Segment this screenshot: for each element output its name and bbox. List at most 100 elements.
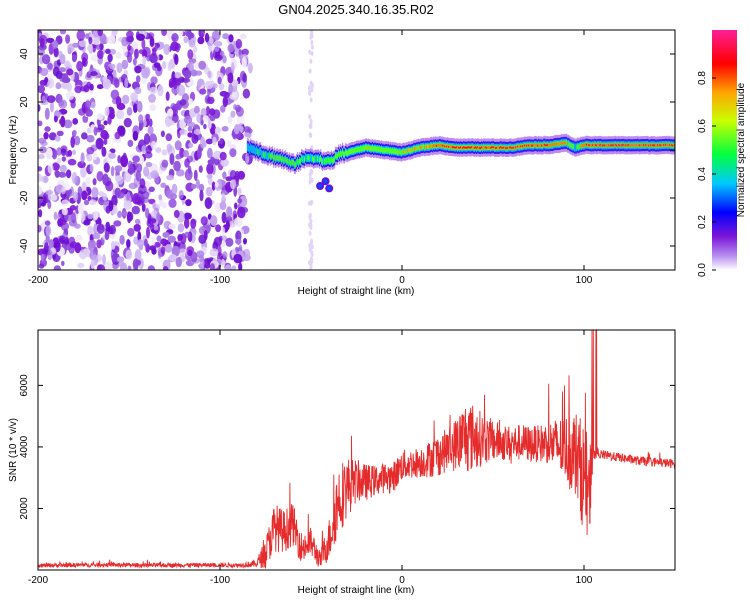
heatmap-ridge-cell xyxy=(267,154,270,159)
heatmap-ridge-cell xyxy=(458,146,460,149)
heatmap-noise-blob xyxy=(193,128,201,135)
heatmap-noise-blob xyxy=(113,220,122,227)
snr-x-label: Height of straight line (km) xyxy=(298,585,415,596)
heatmap-noise-blob xyxy=(103,200,109,206)
heatmap-noise-blob xyxy=(155,147,162,154)
heatmap-ridge-cell xyxy=(516,145,518,149)
heatmap-noise-blob xyxy=(225,237,234,247)
heatmap-ridge-cell xyxy=(310,153,312,162)
heatmap-noise-blob xyxy=(166,143,173,153)
heatmap-noise-blob xyxy=(161,30,167,36)
heatmap-noise-blob xyxy=(162,231,170,238)
heatmap-noise-blob xyxy=(128,182,138,190)
heatmap-noise-blob xyxy=(72,191,79,202)
heatmap-noise-blob xyxy=(308,114,312,120)
heatmap-ridge-cell xyxy=(440,143,442,147)
heatmap-ridge-cell xyxy=(434,144,436,148)
heatmap-ridge-cell xyxy=(653,144,655,146)
heatmap-noise-blob xyxy=(69,205,77,211)
snr-y-axis: 2000 4000 6000 xyxy=(19,374,675,520)
heatmap-noise-blob xyxy=(190,218,197,229)
heatmap-noise-blob xyxy=(108,152,116,159)
heatmap-noise-blob xyxy=(203,123,207,130)
heatmap-noise-blob xyxy=(48,239,54,249)
heatmap-ridge-cell xyxy=(361,146,363,152)
heatmap-ridge-cell xyxy=(335,153,337,159)
heatmap-ridge-cell xyxy=(544,143,546,146)
heatmap-ridge-cell xyxy=(416,145,418,151)
heatmap-ridge-cell xyxy=(618,144,620,146)
heatmap-ridge-cell xyxy=(394,148,396,154)
heatmap-noise-blob xyxy=(230,179,237,190)
heatmap-ridge-cell xyxy=(534,143,536,147)
heatmap-ridge-cell xyxy=(641,143,643,147)
heatmap-noise-blob xyxy=(144,151,153,159)
heatmap-ridge-cell xyxy=(372,145,374,151)
heatmap-noise-blob xyxy=(310,87,314,93)
heatmap-noise-blob xyxy=(179,128,188,136)
heatmap-ridge-cell xyxy=(409,149,411,153)
heatmap-noise-blob xyxy=(78,39,87,48)
heatmap-ridge-cell xyxy=(367,146,369,150)
heatmap-noise-blob xyxy=(214,54,223,62)
heatmap-noise-blob xyxy=(88,239,96,252)
heatmap-noise-blob xyxy=(124,78,129,89)
heatmap-ridge-cell xyxy=(567,142,569,146)
heatmap-noise-blob xyxy=(309,97,313,103)
heatmap-noise-blob xyxy=(75,234,83,242)
heatmap-noise-blob xyxy=(77,202,84,215)
heatmap-noise-blob xyxy=(214,126,221,135)
heatmap-noise-blob xyxy=(199,88,207,95)
heatmap-noise-blob xyxy=(228,34,234,43)
heatmap-noise-blob xyxy=(139,244,143,251)
heatmap-ridge-cell xyxy=(438,144,440,147)
heatmap-ridge-cell xyxy=(250,144,253,153)
heatmap-noise-blob xyxy=(85,181,90,188)
heatmap-ridge-cell xyxy=(418,145,420,151)
heatmap-noise-blob xyxy=(217,76,222,85)
heatmap-noise-blob xyxy=(38,120,43,127)
heatmap-noise-blob xyxy=(47,249,53,261)
heatmap-noise-blob xyxy=(222,171,227,180)
heatmap-noise-blob xyxy=(38,248,46,256)
heatmap-noise-blob xyxy=(47,200,52,210)
heatmap-ridge-cell xyxy=(456,146,458,148)
heatmap-ridge-cell xyxy=(512,147,514,149)
heatmap-ridge-cell xyxy=(390,148,392,153)
heatmap-ridge-cell xyxy=(451,145,453,149)
heatmap-noise-blob xyxy=(310,257,314,263)
heatmap-noise-blob xyxy=(41,95,46,104)
heatmap-noise-blob xyxy=(237,187,242,196)
heatmap-ridge-cell xyxy=(533,144,535,148)
heatmap-ridge-cell xyxy=(262,151,265,157)
heatmap-ridge-cell xyxy=(482,146,484,150)
heatmap-ridge-cell xyxy=(462,147,464,149)
heatmap-noise-blob xyxy=(217,245,222,257)
heatmap-noise-blob xyxy=(89,163,94,173)
heatmap-noise-blob xyxy=(199,189,204,202)
heatmap-ridge-cell xyxy=(667,143,669,147)
heatmap-noise-blob xyxy=(145,207,150,219)
heatmap-noise-blob xyxy=(70,136,75,149)
heatmap-noise-blob xyxy=(194,61,200,69)
heatmap-noise-blob xyxy=(61,77,71,83)
heatmap-noise-blob xyxy=(119,234,125,245)
heatmap-ridge-cell xyxy=(501,146,503,149)
heatmap-ridge-cell xyxy=(276,154,279,160)
heatmap-ridge-cell xyxy=(445,145,447,148)
heatmap-noise-blob xyxy=(309,266,313,270)
heatmap-noise-blob xyxy=(65,169,72,179)
heatmap-noise-blob xyxy=(308,200,311,206)
heatmap-noise-blob xyxy=(204,197,213,210)
heatmap-ridge-cell xyxy=(446,145,448,148)
heatmap-noise-blob xyxy=(110,241,116,250)
heatmap-noise-blob xyxy=(110,77,120,86)
heatmap-noise-blob xyxy=(141,77,147,84)
heatmap-ridge-cell xyxy=(301,155,303,161)
heatmap-ridge-cell xyxy=(520,145,522,148)
heatmap-ridge-cell xyxy=(471,146,473,148)
heatmap-noise-blob xyxy=(73,135,81,146)
heatmap-noise-blob xyxy=(127,52,133,64)
heatmap-ridge-cell xyxy=(354,148,356,153)
heatmap-ridge-cell xyxy=(606,144,608,147)
